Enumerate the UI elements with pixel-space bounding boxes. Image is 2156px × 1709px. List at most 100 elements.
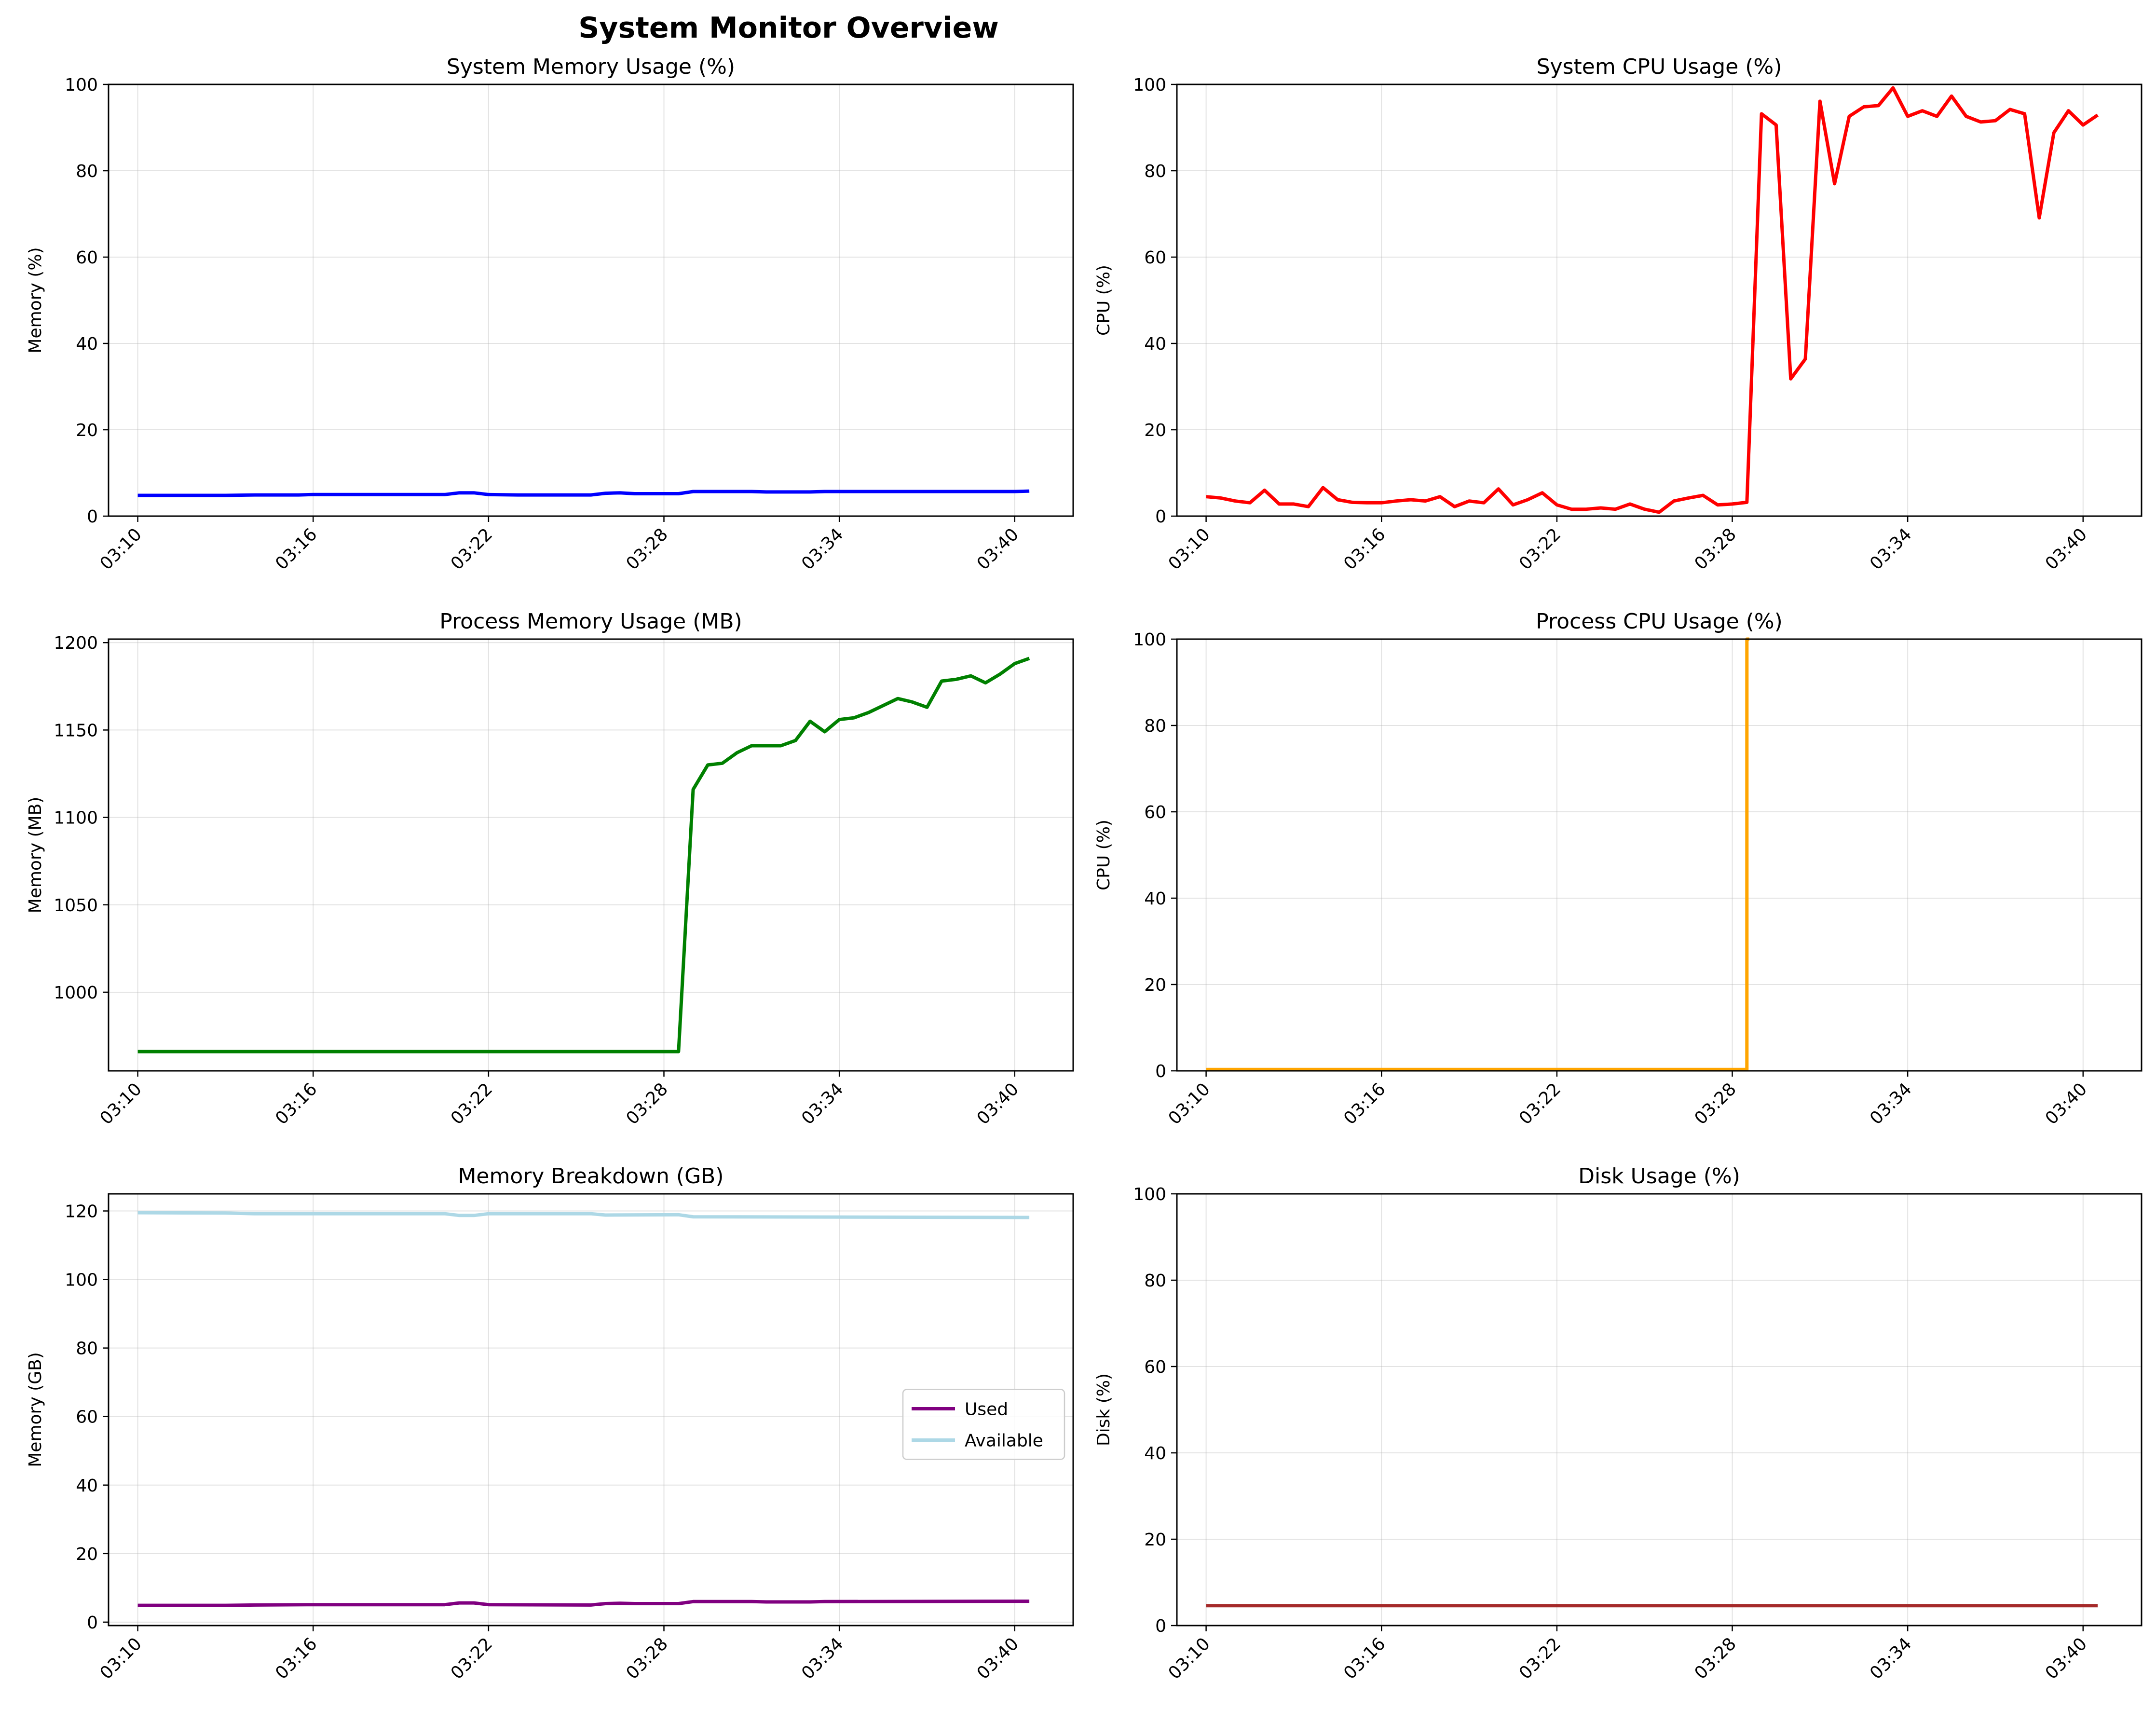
x-tick-label: 03:22 (1515, 524, 1565, 574)
x-tick-label: 03:10 (1165, 524, 1214, 574)
y-tick-label: 40 (1144, 334, 1166, 354)
x-tick-label: 03:22 (1515, 1079, 1565, 1128)
y-axis-label: Memory (%) (26, 247, 45, 353)
y-tick-label: 20 (76, 421, 98, 440)
y-axis-label: Memory (GB) (26, 1352, 45, 1467)
chart-title: System Memory Usage (%) (447, 55, 735, 79)
x-tick-label: 03:28 (623, 1634, 672, 1683)
y-axis-label: Memory (MB) (26, 797, 45, 914)
chart-title: System CPU Usage (%) (1537, 55, 1782, 79)
y-tick-label: 0 (1155, 1616, 1166, 1636)
x-tick-label: 03:28 (1691, 1634, 1740, 1683)
y-tick-label: 80 (76, 1339, 98, 1359)
chart-mem-breakdown: Memory Breakdown (GB) Memory (GB) 0 20 40 60 8… (26, 1164, 1074, 1683)
x-tick-label: 03:34 (1866, 524, 1915, 574)
y-tick-label: 60 (76, 1408, 98, 1427)
y-tick-label: 100 (1133, 1185, 1166, 1204)
legend-label: Available (965, 1431, 1043, 1451)
x-tick-label: 03:28 (1691, 524, 1740, 574)
series-line-sys-mem (137, 489, 1030, 497)
chart-title: Process CPU Usage (%) (1536, 609, 1783, 634)
y-tick-label: 40 (1144, 889, 1166, 909)
legend-box (902, 1389, 1065, 1460)
y-tick-label: 0 (87, 1613, 98, 1633)
x-tick-label: 03:34 (798, 1634, 847, 1683)
y-tick-label: 1100 (54, 808, 98, 828)
y-tick-label: 60 (1144, 803, 1166, 822)
x-tick-label: 03:22 (447, 1079, 496, 1128)
series-line-proc-mem (137, 656, 1030, 1053)
x-tick-label: 03:28 (1691, 1079, 1740, 1128)
x-tick-label: 03:10 (96, 524, 146, 574)
x-tick-label: 03:10 (1165, 1634, 1214, 1683)
y-tick-label: 40 (76, 334, 98, 354)
chart-proc-cpu: Process CPU Usage (%) CPU (%) 0 20 40 60 80 100… (1094, 609, 2142, 1129)
plot-frame (108, 638, 1074, 1072)
x-tick-label: 03:28 (623, 524, 672, 574)
x-tick-label: 03:10 (96, 1634, 146, 1683)
y-tick-label: 80 (1144, 716, 1166, 736)
x-tick-label: 03:34 (798, 1079, 847, 1128)
chart-title: Process Memory Usage (MB) (439, 609, 742, 634)
x-tick-label: 03:16 (1340, 1634, 1389, 1683)
y-tick-label: 80 (76, 162, 98, 181)
y-tick-label: 1200 (54, 633, 98, 653)
chart-title: Memory Breakdown (GB) (458, 1164, 723, 1189)
y-tick-label: 20 (1144, 975, 1166, 995)
chart-proc-mem: Process Memory Usage (MB) Memory (MB) 1000… (26, 609, 1074, 1129)
plot-frame (1176, 1193, 2142, 1627)
chart-title: Disk Usage (%) (1578, 1164, 1740, 1189)
x-tick-label: 03:40 (973, 1079, 1023, 1128)
chart-disk: Disk Usage (%) Disk (%) 0 20 40 60 80 100 03:10 0… (1094, 1164, 2142, 1683)
y-tick-label: 40 (76, 1476, 98, 1496)
y-tick-label: 100 (1133, 630, 1166, 650)
figure-title: System Monitor Overview (578, 11, 999, 45)
y-tick-label: 60 (76, 248, 98, 268)
x-tick-label: 03:40 (973, 1634, 1023, 1683)
series-line-available (137, 1211, 1030, 1219)
y-axis-label: CPU (%) (1094, 820, 1114, 890)
series-line-sys-cpu (1206, 86, 2099, 514)
plot-frame (1176, 638, 2142, 1072)
y-tick-label: 0 (1155, 507, 1166, 527)
x-tick-label: 03:40 (2042, 1634, 2091, 1683)
x-tick-label: 03:34 (798, 524, 847, 574)
y-tick-label: 60 (1144, 1357, 1166, 1377)
y-tick-label: 20 (76, 1545, 98, 1564)
y-axis-label: CPU (%) (1094, 265, 1114, 336)
plot-frame (108, 1193, 1074, 1627)
x-tick-label: 03:16 (1340, 1079, 1389, 1128)
x-tick-label: 03:34 (1866, 1079, 1915, 1128)
y-tick-label: 60 (1144, 248, 1166, 268)
x-tick-label: 03:10 (96, 1079, 146, 1128)
plot-frame (108, 83, 1074, 517)
series-line-used (137, 1600, 1030, 1607)
x-tick-label: 03:28 (623, 1079, 672, 1128)
chart-sys-mem: System Memory Usage (%) Memory (%) 0 20 40 60… (26, 55, 1074, 574)
x-tick-label: 03:16 (272, 524, 321, 574)
y-tick-label: 40 (1144, 1444, 1166, 1463)
y-tick-label: 1050 (54, 896, 98, 916)
x-tick-label: 03:40 (2042, 1079, 2091, 1128)
y-tick-label: 1000 (54, 983, 98, 1003)
x-tick-label: 03:16 (272, 1079, 321, 1128)
x-tick-label: 03:22 (447, 524, 496, 574)
y-tick-label: 80 (1144, 162, 1166, 181)
y-tick-label: 120 (65, 1202, 98, 1222)
y-tick-label: 0 (1155, 1062, 1166, 1081)
x-tick-label: 03:16 (1340, 524, 1389, 574)
y-tick-label: 1150 (54, 721, 98, 740)
y-tick-label: 100 (65, 75, 98, 95)
x-tick-label: 03:40 (973, 524, 1023, 574)
y-tick-label: 0 (87, 507, 98, 527)
x-tick-label: 03:22 (1515, 1634, 1565, 1683)
x-tick-label: 03:40 (2042, 524, 2091, 574)
plot-frame (1176, 83, 2142, 517)
x-tick-label: 03:16 (272, 1634, 321, 1683)
y-tick-label: 20 (1144, 421, 1166, 440)
x-tick-label: 03:10 (1165, 1079, 1214, 1128)
chart-sys-cpu: System CPU Usage (%) CPU (%) 0 20 40 60 80 100 0… (1094, 55, 2142, 574)
x-tick-label: 03:22 (447, 1634, 496, 1683)
y-axis-label: Disk (%) (1094, 1373, 1114, 1446)
